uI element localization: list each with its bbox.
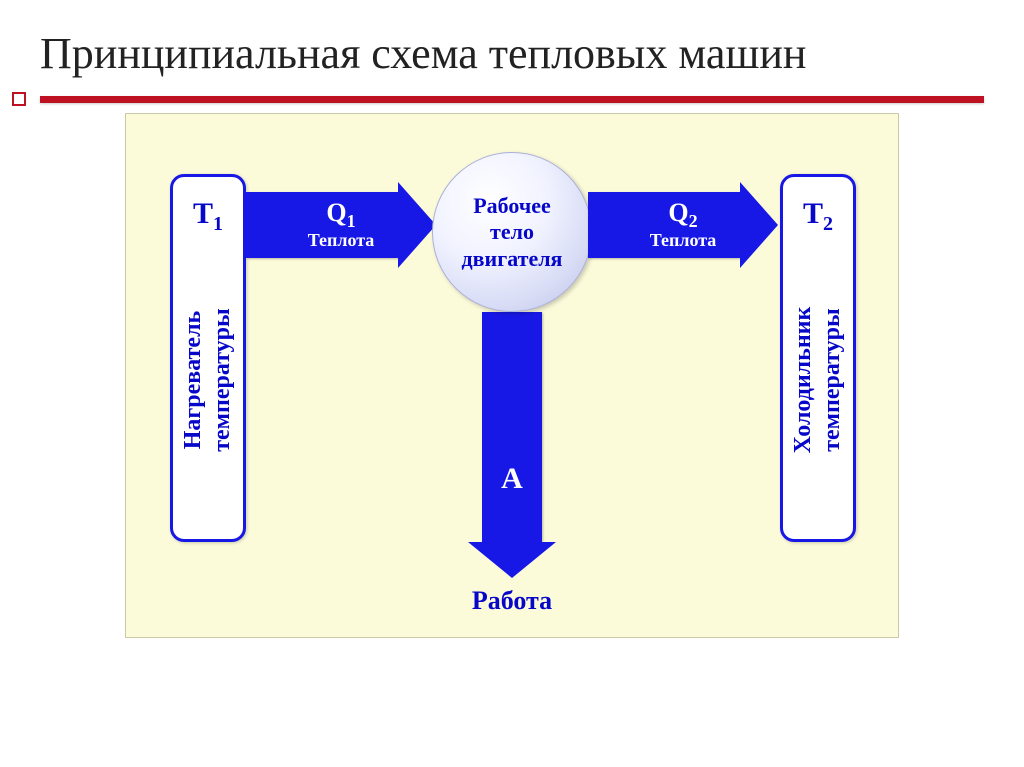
q1-main: Q <box>326 198 346 227</box>
heat-in-arrow: Q1 Теплота <box>246 192 436 258</box>
work-label: Работа <box>126 586 898 616</box>
cooler-label-line1: Холодильник <box>790 307 816 454</box>
title-underline <box>40 96 984 103</box>
heat-out-sublabel: Теплота <box>588 230 778 251</box>
cooler-symbol-sub: 2 <box>823 213 833 235</box>
work-arrow: A <box>482 312 542 578</box>
heater-symbol: T1 <box>173 197 243 236</box>
heater-label-line1: Нагреватель <box>180 311 206 450</box>
q1-sub: 1 <box>347 212 356 232</box>
q2-main: Q <box>668 198 688 227</box>
cooler-box: T2 Холодильник температуры <box>780 174 856 542</box>
slide-title: Принципиальная схема тепловых машин <box>40 30 984 78</box>
diagram-canvas: T1 Нагреватель температуры Q1 Теплота A … <box>125 113 899 638</box>
heat-in-symbol: Q1 <box>246 198 436 232</box>
heat-in-sublabel: Теплота <box>246 230 436 251</box>
cooler-symbol-main: T <box>803 197 823 230</box>
heater-symbol-sub: 1 <box>213 213 223 235</box>
slide: Принципиальная схема тепловых машин T1 Н… <box>0 0 1024 767</box>
work-arrow-head-icon <box>468 542 556 578</box>
heater-label-line2: температуры <box>209 308 235 452</box>
title-area: Принципиальная схема тепловых машин <box>40 30 984 103</box>
work-arrow-symbol: A <box>482 462 542 496</box>
heat-out-arrow: Q2 Теплота <box>588 192 778 258</box>
q2-sub: 2 <box>689 212 698 232</box>
work-arrow-body <box>482 312 542 542</box>
cooler-symbol: T2 <box>783 197 853 236</box>
heater-symbol-main: T <box>193 197 213 230</box>
working-body-circle: Рабочее тело двигателя <box>432 152 592 312</box>
circle-line1: Рабочее <box>473 193 551 219</box>
heater-box: T1 Нагреватель температуры <box>170 174 246 542</box>
title-bullet-icon <box>12 92 26 106</box>
heater-label: Нагреватель температуры <box>179 308 237 452</box>
heat-out-symbol: Q2 <box>588 198 778 232</box>
cooler-label: Холодильник температуры <box>789 307 847 454</box>
cooler-label-line2: температуры <box>819 308 845 452</box>
circle-line3: двигателя <box>462 246 563 272</box>
circle-line2: тело <box>490 219 534 245</box>
